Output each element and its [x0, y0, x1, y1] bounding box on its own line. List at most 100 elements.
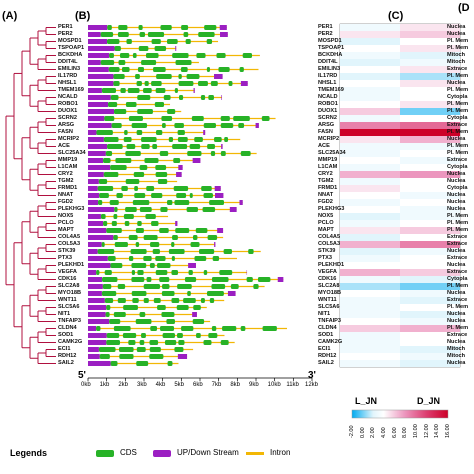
- upstream-region: [88, 116, 105, 121]
- heat-cell-d-jn: [400, 80, 460, 87]
- heat-cell-l-jn: [340, 360, 400, 367]
- location-label: Extrace: [447, 255, 468, 261]
- cds-block: [123, 137, 132, 142]
- cds-block: [185, 39, 191, 44]
- cds-block: [125, 151, 141, 156]
- cds-block: [172, 53, 189, 58]
- heat-cell-l-jn: [340, 248, 400, 255]
- upstream-region: [88, 242, 102, 247]
- cds-block: [144, 81, 149, 86]
- upstream-region: [88, 109, 114, 114]
- upstream-region: [88, 256, 108, 261]
- heat-cell-d-jn: [400, 269, 460, 276]
- cds-block: [210, 151, 216, 156]
- heat-cell-d-jn: [400, 94, 460, 101]
- heat-cell-d-jn: [400, 45, 460, 52]
- heat-cell-d-jn: [400, 31, 460, 38]
- location-label: Pl. Mem: [447, 325, 469, 331]
- cds-block: [220, 340, 229, 345]
- cds-block: [177, 284, 192, 289]
- gene-label: DUOX1: [58, 108, 78, 114]
- gene-label: EMILIN3: [318, 66, 341, 72]
- cds-block: [128, 256, 134, 261]
- gene-label: NNAT: [58, 192, 74, 198]
- downstream-region: [177, 354, 188, 359]
- cds-block: [240, 151, 251, 156]
- gene-label: NCALD: [58, 94, 78, 100]
- location-label: Nuclea: [447, 262, 466, 268]
- downstream-region: [188, 263, 196, 268]
- cds-block: [100, 60, 115, 65]
- gene-label: SOD1: [318, 332, 334, 338]
- cds-block: [100, 214, 106, 219]
- gene-label: IL17RD: [318, 73, 338, 79]
- heat-cell-l-jn: [340, 318, 400, 325]
- cds-block: [125, 102, 137, 107]
- heat-cell-d-jn: [400, 241, 460, 248]
- cds-block: [178, 81, 194, 86]
- five-prime-label: 5': [78, 370, 86, 381]
- location-label: Pl. Mem: [447, 150, 469, 156]
- cds-block: [102, 277, 118, 282]
- gene-label: NHSL1: [58, 80, 77, 86]
- gene-label: FASN: [58, 129, 73, 135]
- cds-block: [139, 207, 152, 212]
- heat-cell-l-jn: [340, 283, 400, 290]
- cds-block: [113, 326, 131, 331]
- location-label: Mitoch: [447, 59, 466, 65]
- heat-cell-l-jn: [340, 346, 400, 353]
- colorbar: [351, 409, 449, 419]
- cds-block: [189, 193, 193, 198]
- upstream-region: [88, 67, 109, 72]
- cds-block: [164, 340, 177, 345]
- heat-cell-l-jn: [340, 108, 400, 115]
- upstream-region: [88, 60, 101, 65]
- cds-block: [166, 319, 175, 324]
- heat-cell-l-jn: [340, 38, 400, 45]
- downstream-region: [214, 74, 223, 79]
- cds-block: [127, 88, 140, 93]
- cds-block: [246, 277, 253, 282]
- upstream-region: [88, 347, 99, 352]
- heat-cell-l-jn: [340, 80, 400, 87]
- cds-block: [218, 67, 230, 72]
- heat-cell-l-jn: [340, 332, 400, 339]
- heat-cell-d-jn: [400, 276, 460, 283]
- heat-cell-d-jn: [400, 171, 460, 178]
- axis-tick-label: 6kb: [193, 382, 203, 388]
- legend-cds-swatch: [96, 450, 114, 457]
- heat-cell-d-jn: [400, 332, 460, 339]
- cds-block: [97, 249, 115, 254]
- axis-tick-label: 9kb: [249, 382, 259, 388]
- legend-intron-swatch: [246, 452, 264, 455]
- cds-block: [110, 361, 118, 366]
- heat-cell-d-jn: [400, 150, 460, 157]
- cds-block: [143, 88, 152, 93]
- gene-label: TGM2: [58, 178, 74, 184]
- cds-block: [131, 291, 147, 296]
- cds-block: [96, 326, 101, 331]
- cds-block: [162, 284, 170, 289]
- cds-block: [107, 144, 123, 149]
- heat-cell-d-jn: [400, 136, 460, 143]
- gene-label: PLEKHD1: [318, 262, 345, 268]
- cds-block: [159, 277, 170, 282]
- cds-block: [110, 95, 119, 100]
- cds-block: [239, 67, 244, 72]
- heat-cell-l-jn: [340, 353, 400, 360]
- heat-cell-d-jn: [400, 255, 460, 262]
- cds-block: [167, 109, 176, 114]
- gene-label: CDK16: [318, 276, 337, 282]
- heat-cell-l-jn: [340, 262, 400, 269]
- heat-cell-l-jn: [340, 276, 400, 283]
- cds-block: [123, 214, 134, 219]
- cds-block: [139, 32, 146, 37]
- panel-c-label: (C): [388, 10, 404, 22]
- cds-block: [101, 291, 117, 296]
- gene-label: NIT1: [318, 311, 331, 317]
- gene-label: ACE: [318, 143, 330, 149]
- gene-label: VEGFA: [318, 269, 337, 275]
- upstream-region: [88, 263, 111, 268]
- cds-block: [180, 67, 188, 72]
- cds-block: [151, 39, 161, 44]
